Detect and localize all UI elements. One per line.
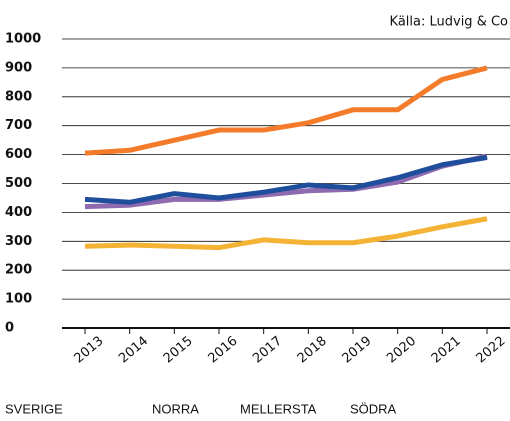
legend-label: NORRA <box>152 401 199 416</box>
x-tick-label: 2014 <box>116 334 151 367</box>
y-tick-label: 1000 <box>5 32 41 47</box>
legend-label: SVERIGE <box>5 401 63 416</box>
y-tick-label: 900 <box>5 60 32 75</box>
line-series <box>84 216 488 251</box>
x-tick-label: 2016 <box>206 334 241 367</box>
line-series <box>84 153 488 210</box>
x-tick-label: 2019 <box>340 334 375 367</box>
y-tick-label: 600 <box>5 147 32 162</box>
y-tick-label: 500 <box>5 176 32 191</box>
y-tick-label: 400 <box>5 205 32 220</box>
x-tick-label: 2021 <box>429 334 464 367</box>
x-tick-label: 2017 <box>250 334 285 367</box>
y-tick-label: 200 <box>5 263 32 278</box>
x-tick-label: 2020 <box>384 334 419 367</box>
x-tick-label: 2022 <box>474 334 509 367</box>
legend-label: SÖDRA <box>350 401 397 416</box>
x-tick-label: 2015 <box>161 334 196 367</box>
source: Källa: Ludvig & Co <box>390 15 509 30</box>
y-tick-label: 0 <box>5 321 14 336</box>
y-tick-label: 800 <box>5 89 32 104</box>
x-tick-label: 2018 <box>295 334 330 367</box>
y-tick-label: 300 <box>5 234 32 249</box>
line-series <box>84 155 488 205</box>
y-tick-label: 700 <box>5 118 32 133</box>
y-tick-label: 100 <box>5 292 32 307</box>
legend-label: MELLERSTA <box>240 401 317 416</box>
line-series <box>84 65 488 156</box>
x-tick-label: 2013 <box>72 334 107 367</box>
